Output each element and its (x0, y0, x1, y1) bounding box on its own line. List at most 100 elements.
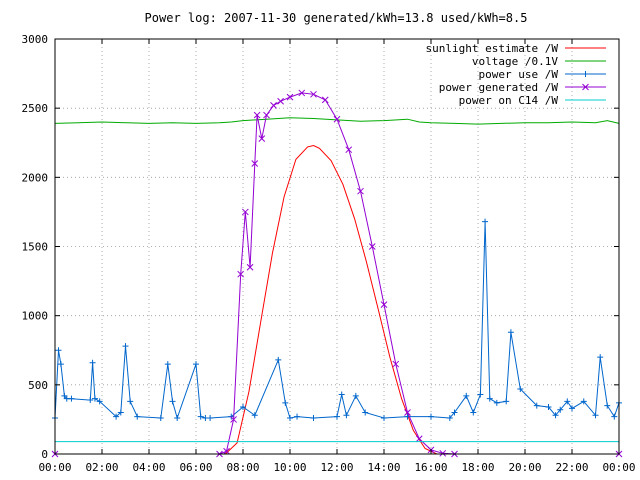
y-tick-label: 2000 (22, 171, 49, 184)
x-tick-label: 04:00 (132, 461, 165, 474)
series-point-plus (446, 415, 453, 422)
series-point-plus (68, 395, 75, 402)
y-tick-label: 2500 (22, 102, 49, 115)
series-point-plus (117, 409, 124, 416)
series-point-plus (193, 361, 199, 368)
series-point-plus (240, 403, 246, 410)
series-point-cross (380, 301, 388, 308)
series-point-plus (482, 218, 489, 225)
x-tick-label: 20:00 (508, 461, 541, 474)
series-point-plus (164, 361, 171, 368)
series-point-cross (241, 208, 249, 216)
series-point-plus (207, 415, 214, 422)
x-tick-label: 18:00 (461, 461, 494, 474)
series-point-plus (275, 356, 282, 363)
series-point-plus (352, 392, 359, 399)
series-point-plus (157, 415, 164, 422)
series-point-plus (486, 395, 493, 402)
series-layer (51, 89, 623, 458)
series-point-plus (174, 415, 181, 422)
x-tick-label: 16:00 (414, 461, 447, 474)
series-point-cross (251, 160, 259, 167)
legend-label: voltage /0.1V (472, 55, 558, 68)
series-point-plus (580, 398, 587, 405)
series-point-cross (230, 416, 237, 423)
series-point-cross (286, 93, 294, 101)
series-point-plus (338, 391, 345, 398)
series-point-cross (333, 115, 341, 123)
series-point-plus (362, 409, 369, 416)
series-point-plus (89, 359, 96, 366)
legend-marker-cross (582, 83, 589, 91)
series-point-plus (463, 392, 470, 399)
series-point-cross (246, 263, 254, 271)
series-point-plus (334, 413, 340, 420)
series-point-plus (96, 398, 103, 405)
series-point-plus (287, 415, 293, 422)
series-point-cross (270, 102, 277, 109)
series-line-2 (54, 117, 620, 125)
x-tick-label: 00:00 (38, 461, 71, 474)
x-tick-label: 08:00 (226, 461, 259, 474)
series-point-plus (428, 413, 434, 420)
series-point-cross (368, 243, 376, 250)
y-tick-label: 0 (41, 448, 48, 461)
series-point-plus (470, 409, 477, 416)
legend-label: power on C14 /W (459, 94, 559, 107)
y-tick-label: 3000 (22, 33, 49, 46)
series-point-cross (415, 435, 423, 443)
series-point-plus (294, 413, 301, 420)
series-point-cross (310, 90, 317, 98)
x-tick-label: 14:00 (367, 461, 400, 474)
series-point-plus (451, 409, 458, 416)
series-point-plus (517, 385, 524, 392)
series-point-cross (263, 111, 270, 119)
series-point-plus (564, 398, 571, 405)
series-point-plus (604, 402, 611, 409)
x-tick-label: 22:00 (555, 461, 588, 474)
series-point-cross (392, 360, 400, 368)
series-point-plus (557, 406, 564, 413)
series-point-plus (127, 398, 134, 405)
series-point-plus (122, 343, 129, 350)
series-point-cross (237, 270, 245, 278)
series-point-plus (57, 361, 64, 368)
series-point-plus (197, 413, 204, 420)
series-point-plus (134, 413, 141, 420)
legend-marker-plus (582, 71, 589, 77)
series-point-cross (258, 135, 266, 142)
x-tick-label: 10:00 (273, 461, 306, 474)
y-tick-label: 1500 (22, 241, 49, 254)
series-point-plus (55, 347, 62, 354)
legend-label: sunlight estimate /W (426, 42, 559, 55)
series-point-plus (113, 413, 120, 420)
x-tick-label: 12:00 (320, 461, 353, 474)
y-tick-label: 1000 (22, 310, 49, 323)
series-point-plus (169, 398, 176, 405)
series-point-cross (404, 409, 411, 416)
series-point-plus (87, 397, 94, 404)
axis-ticks: 0 500 1000 1500 2000 2500 3000 00:00 02:00 04:00 0… (22, 33, 636, 474)
x-tick-label: 00:00 (602, 461, 635, 474)
series-point-plus (343, 412, 350, 419)
series-point-plus (503, 398, 510, 405)
series-point-cross (357, 187, 364, 195)
series-point-cross (321, 96, 329, 104)
series-point-cross (223, 447, 230, 455)
x-tick-label: 06:00 (179, 461, 212, 474)
series-point-plus (533, 402, 540, 409)
series-point-cross (345, 146, 353, 154)
series-point-plus (477, 391, 484, 398)
chart-title: Power log: 2007-11-30 generated/kWh=13.8… (145, 11, 528, 25)
series-point-cross (298, 89, 306, 97)
series-point-cross (277, 97, 284, 105)
series-line-1 (225, 144, 438, 455)
series-point-cross (253, 111, 261, 119)
series-point-plus (569, 405, 575, 412)
series-point-plus (282, 399, 289, 406)
series-point-plus (507, 329, 514, 336)
series-point-plus (552, 412, 559, 419)
series-point-plus (545, 403, 552, 410)
